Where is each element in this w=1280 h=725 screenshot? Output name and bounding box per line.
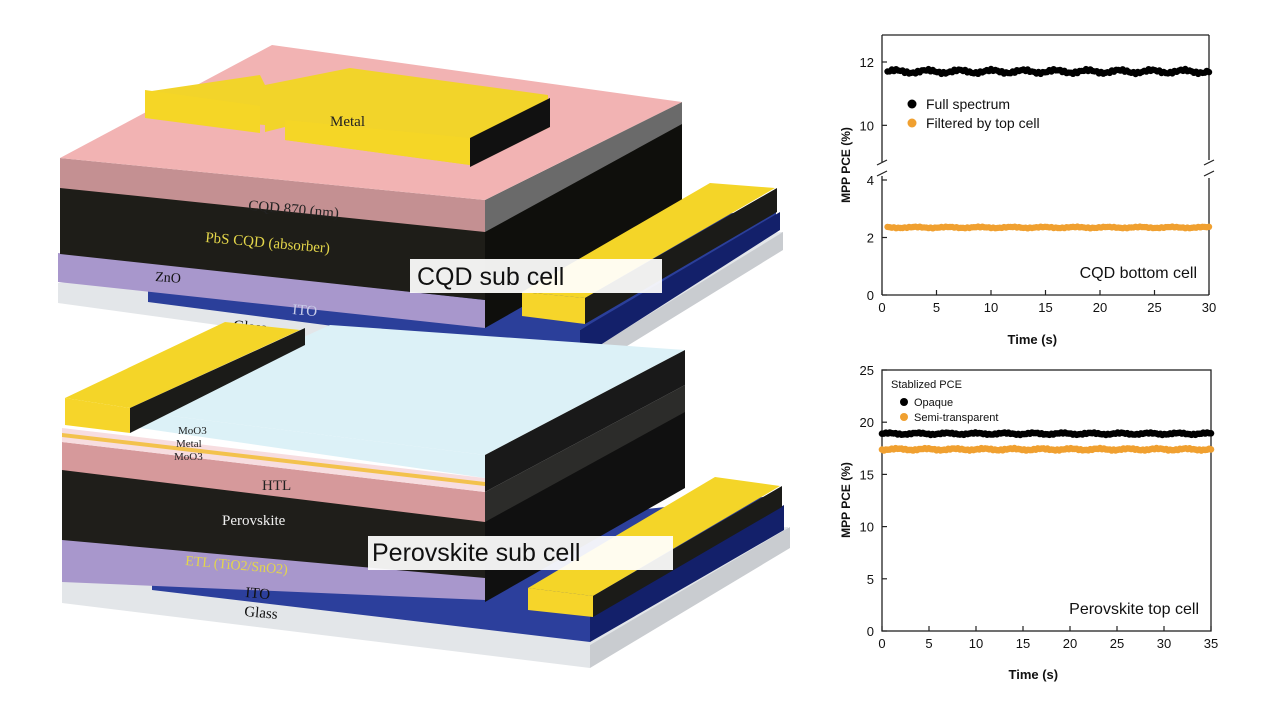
pvk-metal-thin	[62, 433, 485, 486]
label-moo3-top: MoO3	[178, 425, 207, 437]
pvk-callout-box	[368, 536, 673, 570]
cqd-zno-layer	[58, 253, 485, 328]
label-htl: HTL	[262, 478, 291, 494]
chart1-y-tick-label: 0	[867, 288, 874, 303]
pvk-etl-layer	[62, 538, 485, 600]
chart2-x-tick-label: 30	[1157, 636, 1171, 651]
pvk-contact-pad-front	[528, 588, 593, 617]
chart2-y-axis-label: MPP PCE (%)	[839, 462, 853, 538]
cqd-870-side	[485, 102, 682, 232]
pvk-glass-side	[590, 527, 790, 668]
pvk-left-contact-top	[65, 322, 300, 408]
cqd-contact-pad-front	[522, 292, 585, 324]
chart2-y-tick-label: 25	[860, 363, 874, 378]
label-perovskite: Perovskite	[222, 513, 286, 529]
chart2-annotation: Perovskite top cell	[1069, 601, 1199, 618]
chart2-x-tick-label: 15	[1016, 636, 1030, 651]
chart2-legend-label: Semi-transparent	[914, 412, 998, 424]
cqd-ito-side	[580, 212, 780, 358]
chart1-x-axis-label: Time (s)	[1008, 332, 1058, 347]
chart1-y-tick-label: 10	[860, 118, 874, 133]
pvk-left-contact-front	[65, 398, 130, 433]
label-cqd-870: CQD 870 (nm)	[248, 198, 340, 222]
cqd-callout-box	[410, 259, 662, 293]
chart1-y-tick-label: 12	[860, 55, 874, 70]
cqd-glass-side	[580, 232, 783, 375]
chart2-point-semi-transparent	[1207, 446, 1215, 453]
chart1-x-tick-label: 20	[1093, 300, 1107, 315]
chart1-break-mark-right-2	[1203, 170, 1215, 177]
chart2-legend-marker	[900, 413, 908, 421]
chart2-x-tick-label: 25	[1110, 636, 1124, 651]
chart2-frame	[881, 369, 1212, 632]
chart-perovskite-top-cell: 0 5 10 15 20 25 30 35 0 5 10 15 20 25 Time (s) MPP PCE …	[839, 363, 1218, 682]
chart1-break-mark-left-2	[876, 170, 888, 177]
chart1-point-full-spectrum	[1205, 68, 1213, 76]
label-cqd-ito: ITO	[292, 302, 318, 320]
chart2-x-tick-label: 10	[969, 636, 983, 651]
chart1-x-tick-label: 15	[1038, 300, 1052, 315]
chart2-legend-label: Opaque	[914, 397, 953, 409]
label-pvk-ito: ITO	[245, 585, 271, 603]
chart2-x-tick-label: 5	[925, 636, 932, 651]
chart1-legend-label: Filtered by top cell	[926, 115, 1040, 131]
chart2-x-tick-label: 0	[878, 636, 885, 651]
pvk-htl-side	[485, 385, 685, 522]
chart1-legend-marker	[907, 99, 917, 109]
label-cqd-metal: Metal	[330, 114, 365, 130]
chart1-legend-label: Full spectrum	[926, 96, 1010, 112]
pvk-top-front	[140, 412, 485, 478]
pvk-htl-layer	[62, 442, 485, 522]
chart2-y-tick-label: 5	[867, 572, 874, 587]
label-cqd-zno: ZnO	[155, 270, 182, 287]
cqd-pbs-layer	[60, 186, 485, 300]
cqd-metal-side	[470, 98, 550, 167]
chart1-x-tick-label: 10	[984, 300, 998, 315]
chart1-break-mark-left-1	[876, 159, 888, 166]
cqd-870-layer	[60, 158, 485, 232]
chart1-y-tick-label: 4	[867, 173, 874, 188]
chart1-y-tick-label: 2	[867, 231, 874, 246]
chart-cqd-bottom-cell: 0 5 10 15 20 25 30 0 2 4 10 12 Time (s) MPP PCE (%) Fu…	[839, 34, 1216, 347]
chart1-y-axis-label: MPP PCE (%)	[839, 127, 853, 203]
chart1-x-tick-label: 30	[1202, 300, 1216, 315]
chart1-annotation: CQD bottom cell	[1080, 265, 1197, 282]
chart2-y-tick-label: 15	[860, 467, 874, 482]
chart2-x-tick-label: 35	[1204, 636, 1218, 651]
chart1-legend-marker	[907, 118, 917, 128]
chart2-y-tick-label: 20	[860, 415, 874, 430]
label-pvk-glass: Glass	[244, 604, 279, 623]
chart1-break-mark-right-1	[1203, 159, 1215, 166]
pvk-left-contact-side	[130, 328, 305, 433]
chart1-x-tick-label: 25	[1147, 300, 1161, 315]
pvk-ito-side	[590, 505, 784, 642]
chart2-y-tick-label: 0	[867, 624, 874, 639]
chart1-point-filtered	[1205, 223, 1213, 230]
chart2-x-tick-label: 20	[1063, 636, 1077, 651]
cqd-metal-front-2	[285, 120, 470, 165]
chart1-x-tick-label: 5	[933, 300, 940, 315]
cqd-metal-front	[145, 90, 260, 133]
chart2-legend-marker	[900, 398, 908, 406]
pvk-top-side	[485, 350, 685, 492]
cqd-stack: Metal CQD 870 (nm) PbS CQD (absorber) Zn…	[58, 45, 783, 375]
chart2-point-opaque	[1207, 430, 1215, 437]
chart1-x-tick-label: 0	[878, 300, 885, 315]
pvk-contact-pad-side	[593, 486, 782, 617]
label-moo3-bottom: MoO3	[174, 451, 203, 463]
pvk-callout: Perovskite sub cell	[372, 539, 580, 567]
label-pvk-metal: Metal	[176, 438, 202, 450]
chart2-x-axis-label: Time (s)	[1009, 667, 1059, 682]
chart2-y-tick-label: 10	[860, 520, 874, 535]
cqd-callout: CQD sub cell	[417, 263, 564, 291]
chart2-legend-title: Stablized PCE	[891, 379, 962, 391]
perovskite-stack: MoO3 Metal MoO3 HTL Perovskite ETL (TiO2…	[62, 322, 790, 668]
